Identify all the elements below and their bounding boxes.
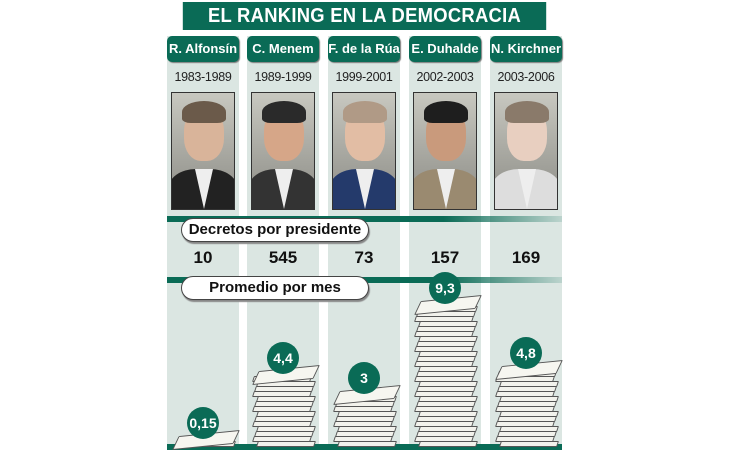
president-photo xyxy=(494,92,558,210)
decrees-band xyxy=(167,216,562,222)
president-name: N. Kirchner xyxy=(490,36,562,62)
president-column: C. Menem 1989-1999 545 xyxy=(247,36,319,450)
term-years: 1983-1989 xyxy=(174,70,232,84)
president-photo xyxy=(251,92,315,210)
decree-count: 73 xyxy=(354,248,374,267)
decree-count: 169 xyxy=(511,248,541,267)
term-years: 1989-1999 xyxy=(254,70,312,84)
decree-count: 157 xyxy=(430,248,460,267)
president-name: R. Alfonsín xyxy=(167,36,239,62)
term-years: 2002-2003 xyxy=(416,70,474,84)
president-name: E. Duhalde xyxy=(409,36,481,62)
term-years: 2003-2006 xyxy=(497,70,555,84)
monthly-average-badge: 4,8 xyxy=(510,337,542,369)
president-name: C. Menem xyxy=(247,36,319,62)
paper-stack xyxy=(252,365,320,447)
decree-count: 545 xyxy=(268,248,298,267)
monthly-average-badge: 9,3 xyxy=(429,272,461,304)
paper-stack xyxy=(495,360,563,447)
president-column: R. Alfonsín 1983-1989 10 xyxy=(167,36,239,450)
infographic: EL RANKING EN LA DEMOCRACIA R. Alfonsín 1… xyxy=(167,0,563,460)
decrees-section-label: Decretos por presidente xyxy=(181,218,369,242)
monthly-average-badge: 4,4 xyxy=(267,342,299,374)
paper-stack xyxy=(333,385,401,447)
term-years: 1999-2001 xyxy=(335,70,393,84)
chart-title: EL RANKING EN LA DEMOCRACIA xyxy=(182,2,547,30)
president-photo xyxy=(413,92,477,210)
monthly-average-badge: 0,15 xyxy=(187,407,219,439)
president-photo xyxy=(332,92,396,210)
president-photo xyxy=(171,92,235,210)
baseline xyxy=(167,444,562,450)
monthly-average-badge: 3 xyxy=(348,362,380,394)
monthly-section-label: Promedio por mes xyxy=(181,276,369,300)
decree-count: 10 xyxy=(193,248,213,267)
president-name: F. de la Rúa xyxy=(328,36,400,62)
paper-stack xyxy=(414,295,482,447)
